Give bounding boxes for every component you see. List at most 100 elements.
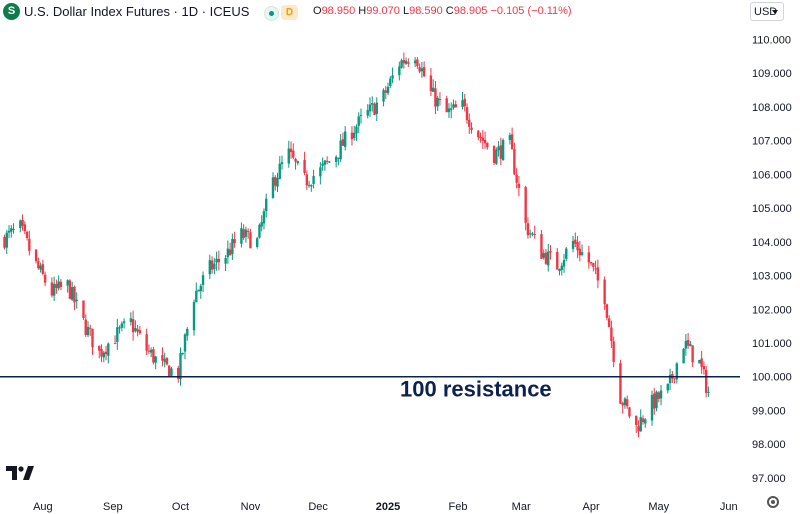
candle — [233, 231, 236, 248]
high-value: 99.070 — [366, 5, 400, 17]
candle — [382, 88, 385, 107]
delay-badge[interactable]: D — [281, 5, 298, 20]
candle — [635, 415, 638, 433]
x-tick-label: Dec — [308, 501, 328, 513]
candle — [210, 256, 214, 274]
candle — [391, 67, 394, 84]
open-value: 98.950 — [321, 5, 356, 17]
candle — [526, 217, 530, 239]
candle — [420, 61, 424, 78]
candle — [39, 262, 42, 273]
candle — [262, 208, 266, 230]
candle — [628, 407, 631, 419]
candle — [334, 155, 338, 168]
candle — [278, 156, 281, 180]
y-tick-label: 107.000 — [752, 136, 792, 148]
symbol-title[interactable]: U.S. Dollar Index Futures · 1D · ICEUS — [24, 4, 250, 19]
candle — [700, 350, 703, 374]
candle — [116, 318, 119, 350]
settings-icon[interactable] — [767, 496, 779, 508]
candle — [576, 235, 579, 259]
candle — [86, 321, 90, 338]
candle — [296, 160, 300, 166]
candle — [136, 325, 139, 337]
candle — [587, 245, 591, 269]
candle — [353, 125, 356, 141]
x-axis: Aug Sep Oct Nov Dec 2025 Feb Mar Apr May Jun — [33, 501, 738, 513]
market-status-icon[interactable] — [264, 6, 279, 21]
candle — [289, 141, 293, 159]
tradingview-logo-icon[interactable] — [6, 466, 34, 480]
candle — [357, 112, 360, 134]
candle — [217, 250, 221, 271]
candle — [438, 92, 442, 106]
x-tick-label: May — [648, 501, 669, 513]
candle — [131, 310, 135, 341]
candle — [445, 95, 448, 113]
candle — [195, 282, 198, 303]
candle — [407, 58, 410, 67]
x-tick-label: Jun — [720, 501, 738, 513]
candle — [341, 132, 345, 146]
candle — [149, 347, 153, 358]
candle — [249, 228, 252, 249]
candle — [287, 140, 290, 168]
candle — [434, 81, 437, 115]
candle — [55, 279, 58, 294]
candle — [371, 96, 374, 112]
currency-selector[interactable]: USD — [750, 2, 784, 21]
candle — [589, 261, 593, 266]
candle — [260, 215, 263, 232]
candle — [59, 279, 63, 291]
symbol-icon[interactable]: S — [3, 3, 20, 20]
candle — [91, 328, 94, 355]
x-tick-label: Aug — [33, 501, 53, 513]
y-tick-label: 110.000 — [752, 34, 791, 46]
candle — [170, 366, 173, 377]
candle — [3, 234, 6, 250]
candle — [41, 259, 45, 276]
candle — [138, 326, 142, 335]
candle — [565, 247, 568, 262]
candle — [607, 315, 611, 328]
candle — [10, 225, 13, 238]
candle — [163, 352, 166, 368]
candle — [510, 127, 514, 150]
x-tick-label: Apr — [583, 501, 600, 513]
ohlc-readout: O98.950 H99.070 L98.590 C98.905 −0.105 (… — [313, 5, 572, 17]
candle — [517, 175, 521, 197]
candle — [619, 359, 622, 405]
chart-header: S U.S. Dollar Index Futures · 1D · ICEUS… — [0, 0, 800, 24]
candle — [515, 168, 518, 189]
candle — [145, 328, 148, 356]
candle — [359, 108, 363, 124]
candle — [224, 255, 227, 272]
candle — [574, 232, 577, 248]
candle — [562, 254, 566, 273]
candle — [673, 378, 676, 384]
candle — [492, 145, 496, 165]
candle — [265, 193, 268, 218]
low-key: L — [402, 5, 410, 17]
candle — [657, 391, 660, 403]
candle — [226, 240, 230, 264]
candle — [368, 97, 372, 117]
y-tick-label: 106.000 — [752, 169, 792, 181]
candle — [134, 320, 137, 333]
candle — [323, 160, 327, 171]
y-axis: 110.000 109.000 108.000 107.000 106.000 105.0… — [752, 34, 792, 484]
candle — [571, 235, 575, 253]
y-tick-label: 98.000 — [752, 439, 786, 451]
candle — [621, 401, 624, 414]
candle — [531, 232, 534, 237]
candle — [691, 345, 694, 368]
candle — [66, 279, 69, 293]
candle — [274, 175, 277, 191]
candle — [113, 335, 117, 344]
candle — [28, 230, 31, 256]
candle — [161, 347, 164, 367]
candle — [70, 281, 74, 301]
candle — [402, 52, 406, 69]
y-tick-label: 108.000 — [752, 102, 792, 114]
